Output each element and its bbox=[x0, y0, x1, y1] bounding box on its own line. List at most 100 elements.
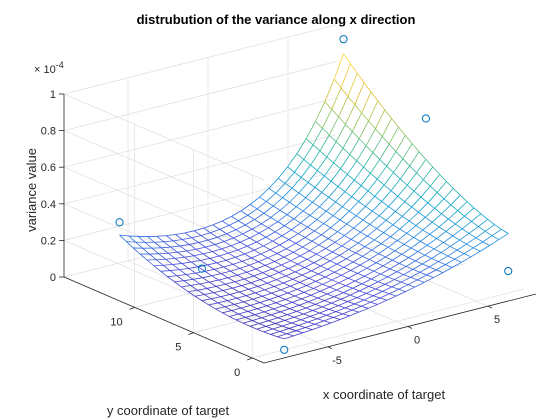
surface-edge bbox=[377, 178, 385, 186]
surface-edge bbox=[411, 143, 420, 152]
surface-edge bbox=[179, 267, 189, 270]
surface-edge bbox=[264, 311, 272, 316]
surface-edge bbox=[161, 246, 171, 249]
surface-edge bbox=[361, 283, 369, 287]
axis-lines bbox=[59, 93, 537, 364]
surface-edge bbox=[182, 237, 192, 240]
surface-edge bbox=[305, 187, 316, 198]
surface-edge bbox=[342, 147, 351, 155]
surface-edge bbox=[298, 304, 307, 309]
surface-edge bbox=[415, 225, 424, 231]
surface-edge bbox=[348, 277, 356, 282]
surface-edge bbox=[455, 223, 463, 230]
surface-edge bbox=[220, 270, 231, 274]
surface-edge bbox=[173, 239, 183, 242]
surface-edge bbox=[249, 204, 258, 210]
surface-edge bbox=[259, 299, 270, 303]
surface-edge bbox=[363, 82, 372, 93]
surface-edge bbox=[422, 263, 430, 268]
surface-edge bbox=[401, 281, 409, 286]
surface-edge bbox=[276, 279, 284, 284]
surface-edge bbox=[394, 244, 405, 252]
surface-edge bbox=[309, 215, 318, 220]
surface-edge bbox=[251, 257, 259, 263]
surface-edge bbox=[215, 286, 224, 291]
surface-edge bbox=[263, 331, 271, 335]
grid-line-wall-z bbox=[63, 130, 265, 217]
surface-edge bbox=[160, 270, 171, 272]
surface-edge bbox=[214, 244, 222, 250]
surface-edge bbox=[323, 215, 334, 224]
surface-edge bbox=[350, 264, 361, 271]
surface-edge bbox=[333, 317, 341, 320]
surface-edge bbox=[239, 264, 250, 269]
surface-edge bbox=[466, 237, 477, 245]
surface-edge bbox=[232, 263, 240, 269]
surface-edge bbox=[349, 138, 360, 155]
surface-edge bbox=[346, 258, 354, 263]
surface-edge bbox=[436, 192, 445, 200]
surface-edge bbox=[438, 261, 446, 266]
surface-edge bbox=[446, 181, 454, 189]
surface-edge bbox=[236, 297, 244, 303]
surface-edge bbox=[267, 257, 275, 262]
surface-edge bbox=[418, 151, 427, 160]
surface-edge bbox=[427, 202, 435, 209]
surface-edge bbox=[356, 72, 365, 83]
surface-edge bbox=[219, 225, 230, 230]
surface-edge bbox=[302, 210, 311, 216]
surface-edge bbox=[484, 224, 495, 232]
grid-line-wall-z bbox=[63, 24, 337, 95]
surface-edge bbox=[274, 261, 282, 266]
surface-edge bbox=[315, 300, 325, 305]
surface-edge bbox=[312, 325, 322, 330]
surface-edge bbox=[355, 215, 364, 221]
surface-edge bbox=[210, 229, 220, 234]
surface-edge bbox=[379, 159, 387, 167]
surface-edge bbox=[291, 177, 302, 189]
surface-edge bbox=[388, 206, 396, 212]
surface-edge bbox=[280, 308, 290, 313]
surface-edge bbox=[282, 322, 292, 327]
surface-edge bbox=[261, 317, 269, 322]
surface-edge bbox=[363, 152, 374, 168]
surface-edge bbox=[275, 192, 283, 199]
surface-edge bbox=[238, 214, 248, 222]
surface-edge bbox=[220, 294, 230, 298]
surface-edge bbox=[330, 168, 341, 182]
surface-edge bbox=[445, 264, 453, 268]
surface-edge bbox=[332, 251, 340, 256]
surface-edge bbox=[249, 325, 257, 330]
tick-labels: -5 0 5 0 5 10 0 0.2 0.4 0.6 0.8 1 bbox=[41, 89, 500, 379]
surface-edge bbox=[327, 238, 336, 243]
surface-edge bbox=[207, 262, 217, 266]
surface-edge bbox=[289, 304, 300, 309]
surface-edge bbox=[410, 247, 419, 252]
surface-edge bbox=[282, 197, 290, 203]
surface-edge bbox=[277, 166, 288, 179]
surface-edge bbox=[310, 150, 321, 166]
surface-edge bbox=[280, 311, 288, 315]
z-tick-label: 0 bbox=[50, 272, 56, 284]
surface-edge bbox=[284, 225, 292, 231]
surface-edge bbox=[257, 282, 268, 287]
surface-edge bbox=[200, 232, 211, 236]
surface-edge bbox=[265, 323, 276, 327]
surface-edge bbox=[370, 172, 378, 180]
grid-line-wall-z bbox=[63, 61, 337, 131]
surface-edge bbox=[281, 264, 289, 269]
surface-edge bbox=[204, 271, 212, 277]
surface-edge bbox=[282, 302, 293, 307]
surface-edge bbox=[252, 295, 263, 300]
surface-edge bbox=[431, 252, 442, 259]
surface-edge bbox=[330, 227, 338, 233]
surface-edge bbox=[363, 295, 374, 301]
surface-edge bbox=[386, 151, 397, 167]
surface-edge bbox=[218, 277, 229, 281]
surface-edge bbox=[372, 152, 381, 160]
x-axis-line bbox=[263, 293, 537, 364]
surface-edge bbox=[264, 286, 275, 291]
surface-edge bbox=[389, 268, 397, 273]
surface-edge bbox=[326, 289, 337, 295]
surface-edge bbox=[344, 191, 353, 198]
